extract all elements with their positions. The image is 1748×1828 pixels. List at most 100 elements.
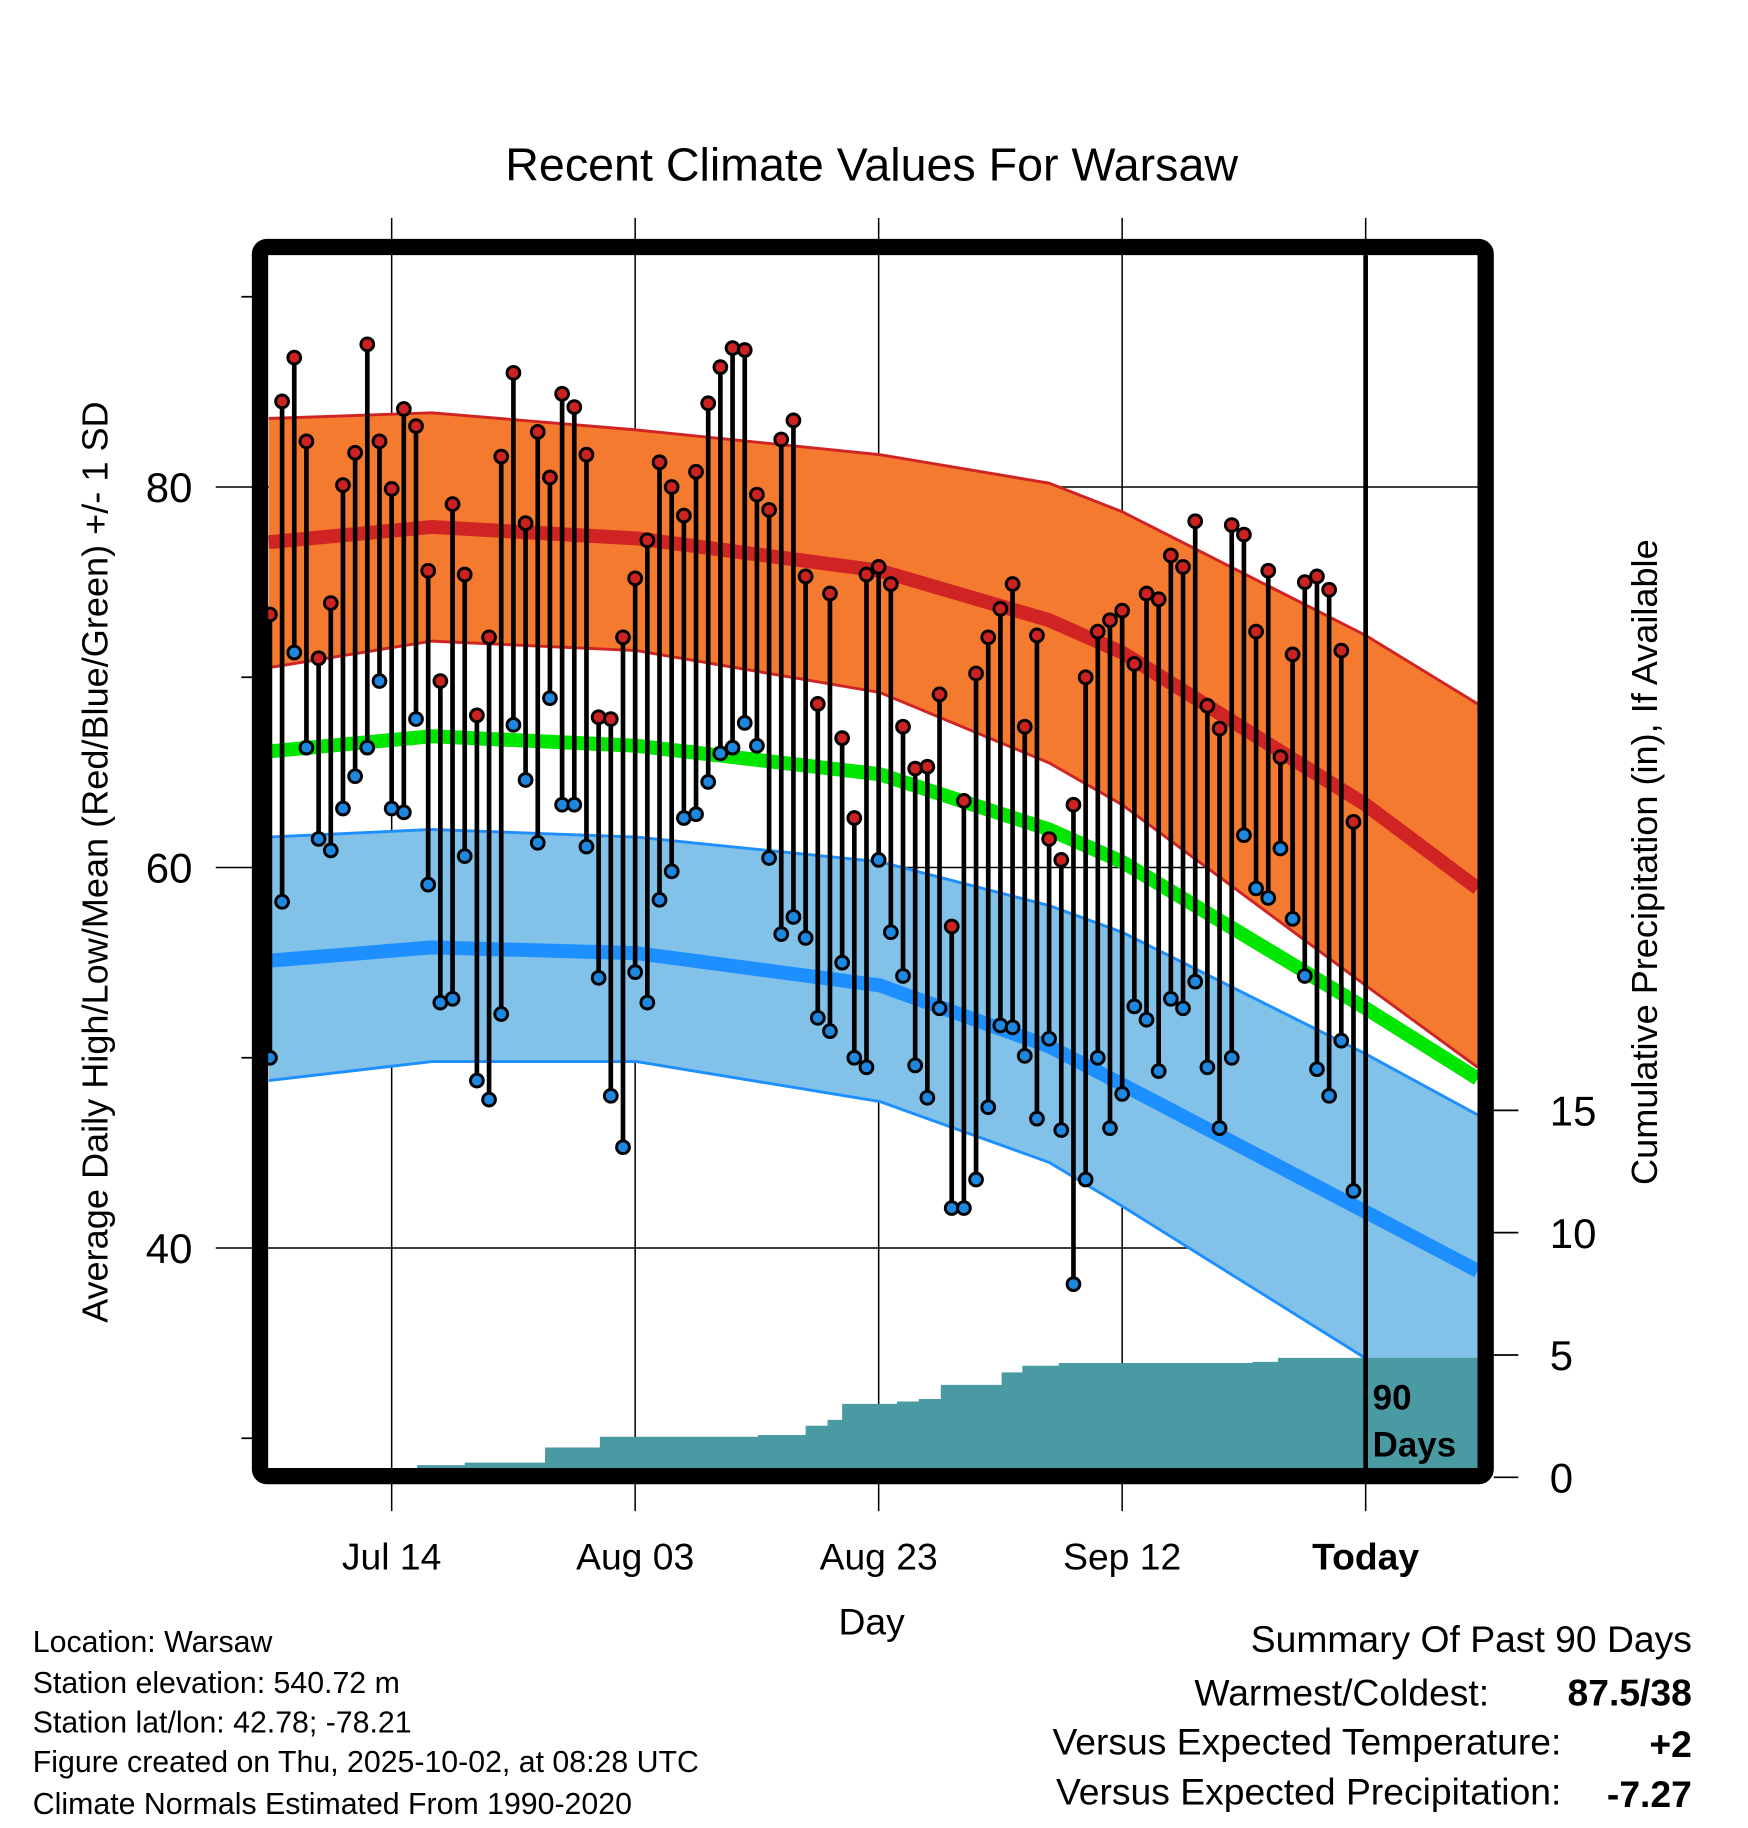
daily-low-point: [1223, 1049, 1240, 1066]
daily-high-point: [736, 342, 753, 358]
daily-high-point: [992, 600, 1009, 617]
precip-vs-expected-value: -7.27: [1607, 1773, 1692, 1815]
daily-low-point: [785, 909, 802, 925]
daily-high-point: [895, 718, 911, 735]
y-axis-label: Average Daily High/Low/Mean (Red/Blue/Gr…: [74, 401, 115, 1323]
x-tick-label: Jul 14: [342, 1535, 441, 1577]
daily-high-point: [1260, 562, 1277, 579]
location-text: Location: Warsaw: [33, 1626, 273, 1659]
daily-high-point: [1162, 547, 1179, 564]
daily-low-point: [895, 968, 911, 984]
daily-high-point: [1211, 720, 1228, 737]
daily-high-point: [1016, 718, 1033, 735]
daily-low-point: [919, 1089, 936, 1106]
normals-text: Climate Normals Estimated From 1990-2020: [33, 1788, 632, 1821]
daily-high-point: [688, 463, 704, 480]
daily-low-point: [834, 954, 850, 971]
daily-low-point: [1126, 998, 1143, 1015]
daily-low-point: [274, 893, 290, 910]
daily-low-point: [882, 924, 899, 941]
daily-low-point: [700, 774, 717, 790]
daily-low-point: [1199, 1059, 1216, 1076]
daily-high-point: [590, 709, 607, 726]
summary-panel: Summary Of Past 90 Days Warmest/Coldest:…: [1053, 1618, 1692, 1815]
daily-high-point: [359, 336, 376, 353]
daily-high-point: [931, 686, 948, 703]
daily-low-point: [1248, 880, 1264, 897]
daily-low-point: [1053, 1122, 1070, 1138]
daily-high-point: [493, 448, 510, 465]
daily-low-point: [359, 739, 376, 756]
daily-low-point: [1004, 1019, 1021, 1036]
daily-low-point: [1345, 1183, 1362, 1199]
daily-low-point: [371, 673, 388, 689]
daily-high-point: [1126, 656, 1143, 672]
daily-low-point: [1272, 840, 1289, 857]
daily-high-point: [1199, 697, 1216, 714]
daily-low-point: [773, 926, 790, 942]
daily-low-point: [1138, 1011, 1155, 1028]
daily-low-point: [1077, 1171, 1094, 1188]
daily-low-point: [1333, 1032, 1350, 1049]
created-text: Figure created on Thu, 2025-10-02, at 08…: [33, 1746, 699, 1779]
daily-low-point: [712, 745, 729, 762]
daily-high-point: [980, 629, 997, 646]
daily-marks: [262, 336, 1362, 1293]
daily-high-point: [1053, 852, 1070, 868]
daily-low-point: [627, 964, 644, 981]
daily-high-point: [469, 707, 485, 724]
daily-high-point: [420, 562, 437, 579]
daily-high-point: [1150, 591, 1167, 608]
daily-high-point: [761, 501, 777, 518]
daily-low-point: [322, 842, 339, 859]
daily-low-point: [1150, 1063, 1167, 1079]
daily-low-point: [822, 1023, 838, 1039]
daily-high-point: [1284, 646, 1301, 663]
daily-high-point: [700, 395, 717, 412]
daily-high-point: [456, 566, 473, 583]
daily-low-point: [968, 1171, 984, 1188]
daily-high-point: [395, 401, 412, 417]
y-tick-label: 80: [146, 464, 193, 511]
normal-high-upper-edge: [268, 411, 1478, 706]
daily-high-point: [1333, 642, 1350, 659]
daily-low-point: [809, 1009, 826, 1026]
daily-low-point: [724, 739, 741, 756]
daily-high-point: [956, 793, 972, 809]
daily-high-point: [834, 730, 850, 747]
daily-high-point: [298, 433, 315, 450]
cumulative-precip-area: [417, 1357, 1478, 1468]
daily-high-point: [566, 399, 583, 415]
daily-low-point: [992, 1017, 1009, 1034]
daily-low-point: [505, 716, 522, 733]
daily-low-point: [1016, 1048, 1033, 1064]
daily-high-point: [1065, 796, 1082, 813]
window-label-90: 90: [1373, 1379, 1412, 1418]
plot-area: [268, 255, 1478, 1468]
daily-high-point: [882, 576, 899, 592]
daily-high-point: [1077, 669, 1094, 686]
daily-high-point: [1004, 576, 1021, 592]
daily-high-point: [554, 385, 570, 402]
daily-high-point: [1029, 627, 1045, 644]
daily-high-point: [274, 393, 290, 410]
plot-frame: [251, 238, 1494, 1485]
daily-low-point: [529, 834, 546, 851]
daily-low-point: [444, 990, 461, 1007]
daily-low-point: [615, 1139, 631, 1156]
x-tick-label: Aug 03: [576, 1535, 694, 1577]
daily-low-point: [980, 1099, 997, 1116]
daily-low-point: [1175, 1000, 1191, 1017]
daily-high-point: [1089, 623, 1106, 640]
daily-low-point: [420, 876, 437, 893]
y2-tick-label: 5: [1550, 1332, 1573, 1379]
y2-tick-label: 0: [1550, 1454, 1573, 1501]
chart-title: Recent Climate Values For Warsaw: [505, 139, 1238, 191]
daily-high-point: [602, 711, 619, 727]
daily-high-point: [651, 454, 668, 471]
daily-high-point: [797, 568, 814, 585]
daily-low-point: [736, 715, 753, 731]
daily-low-point: [456, 848, 473, 864]
x-tick-label: Aug 23: [820, 1535, 938, 1577]
daily-low-point: [1284, 911, 1301, 927]
